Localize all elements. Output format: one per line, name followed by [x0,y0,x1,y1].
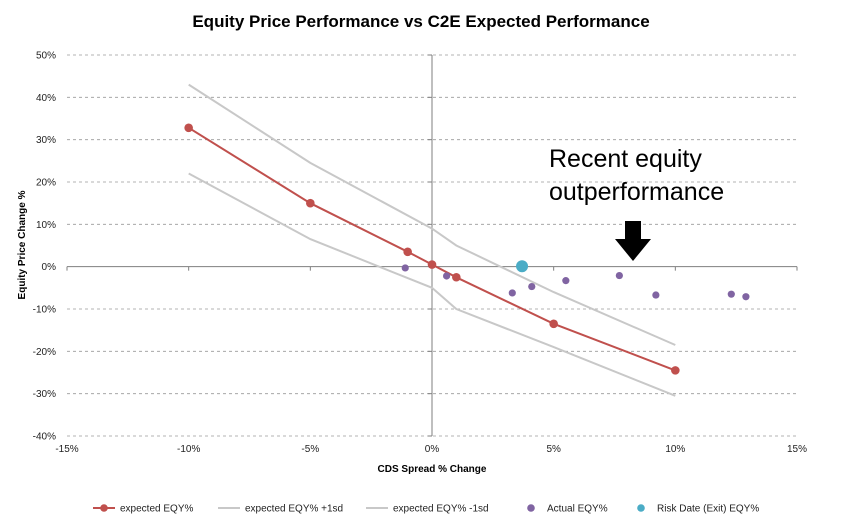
axes [66,54,798,437]
legend-item: Actual EQY% [527,504,608,515]
y-tick-label: -30% [33,389,56,400]
y-tick-label: -10% [33,305,56,316]
y-tick-label: 10% [36,220,56,231]
grid [67,54,797,437]
data-point [671,366,680,375]
data-point [401,264,409,272]
legend-swatch-marker [527,504,535,512]
series-expected-eqy-1sd [188,83,676,346]
annotation-line-2: outperformance [549,178,724,206]
data-point [184,123,193,133]
data-point [508,289,516,297]
legend-item: Risk Date (Exit) EQY% [637,504,759,515]
series-group [184,83,750,397]
data-point [727,290,735,298]
x-tick-label: 0% [425,444,440,455]
series-expected-eqy-1sd [188,172,676,397]
series-line [188,172,676,397]
y-tick-label: 40% [36,93,56,104]
data-point [516,260,529,273]
legend-item: expected EQY% [93,504,193,515]
legend-label: Actual EQY% [547,504,608,515]
data-point [528,282,536,291]
y-tick-label: 20% [36,178,56,189]
data-point [562,277,570,285]
down-arrow-icon [615,221,651,261]
y-axis-title: Equity Price Change % [17,190,28,299]
y-tick-label: -40% [33,432,56,443]
y-tick-label: -20% [33,347,56,358]
data-point [652,291,660,299]
data-point [403,247,412,257]
legend-item: expected EQY% -1sd [366,504,489,515]
legend-swatch-marker [100,504,108,512]
x-tick-label: 15% [787,444,807,455]
series-expected-eqy- [184,123,680,375]
legend-label: expected EQY% -1sd [393,504,489,515]
data-point [549,319,558,329]
data-point [306,198,315,208]
data-point [615,271,623,280]
legend-label: expected EQY% [120,504,193,515]
legend-item: expected EQY% +1sd [218,504,343,515]
series-line [188,83,676,346]
series-risk-date-exit-eqy- [516,260,529,273]
y-tick-label: 30% [36,135,56,146]
legend-label: Risk Date (Exit) EQY% [657,504,759,515]
data-point [443,272,451,280]
x-tick-label: 5% [546,444,561,455]
annotation: Recent equity outperformance [549,145,724,261]
y-tick-label: 0% [42,262,57,273]
legend-swatch-marker [637,504,645,512]
annotation-line-1: Recent equity [549,145,702,173]
x-tick-label: -15% [55,444,78,455]
x-tick-label: 10% [665,444,685,455]
data-point [427,260,437,269]
y-tick-label: 50% [36,51,56,62]
legend: expected EQY% expected EQY% +1sd expected … [93,504,759,515]
legend-label: expected EQY% +1sd [245,504,343,515]
chart-title: Equity Price Performance vs C2E Expected… [192,12,649,31]
tick-labels: -40% -30% -20% -10% 0% 10% 20% 30% 40% 50% -15% -10… [33,51,807,456]
x-tick-label: -5% [301,444,319,455]
series-actual-eqy- [401,264,750,301]
x-tick-label: -10% [177,444,200,455]
x-axis-title: CDS Spread % Change [378,464,487,475]
data-point [452,272,461,282]
data-point [742,293,750,301]
